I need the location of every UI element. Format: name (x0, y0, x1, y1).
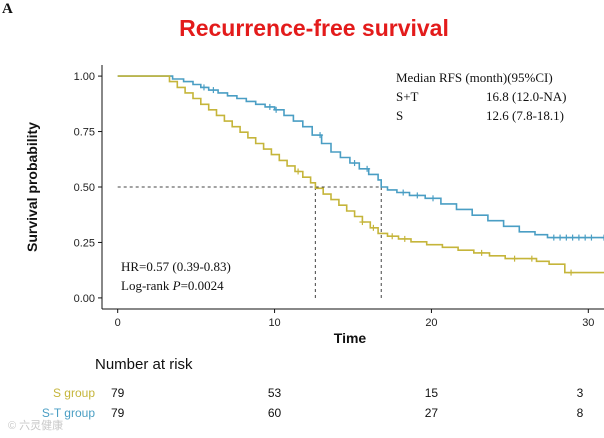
censor-mark-st (588, 234, 595, 241)
median-header: Median RFS (month)(95%CI) (396, 70, 553, 85)
censor-mark-s (389, 233, 396, 240)
censor-mark-st (557, 234, 564, 241)
watermark: © 六灵健康 (8, 420, 64, 432)
x-tick-label: 10 (268, 317, 280, 329)
censor-mark-s (370, 224, 377, 231)
risk-value: 60 (267, 406, 282, 420)
censor-mark-st (550, 234, 557, 241)
censor-mark-st (364, 165, 371, 172)
logrank-p: Log-rank P=0.0024 (121, 278, 224, 293)
censor-mark-st (430, 195, 437, 202)
x-axis-title: Time (334, 330, 367, 346)
hazard-ratio: HR=0.57 (0.39-0.83) (121, 259, 231, 274)
censor-mark-st (200, 84, 207, 91)
censor-mark-s (511, 255, 518, 262)
survival-curve-s-group (117, 75, 604, 274)
y-axis-title: Survival probability (24, 122, 40, 252)
y-tick-label: 1.00 (74, 71, 95, 83)
censor-mark-st (351, 160, 358, 167)
censor-mark-s (478, 249, 485, 256)
chart-title: Recurrence-free survival (179, 15, 449, 41)
x-tick-label: 30 (582, 317, 594, 329)
risk-value: 3 (576, 386, 584, 400)
censor-mark-s (528, 255, 535, 262)
risk-value: 15 (424, 386, 439, 400)
censor-mark-st (575, 234, 582, 241)
censor-mark-st (414, 192, 421, 199)
censor-mark-st (569, 234, 576, 241)
survival-curve-st-group (117, 75, 604, 239)
median-row-st-value: 16.8 (12.0-NA) (486, 89, 567, 104)
risk-value: 79 (111, 386, 125, 400)
censor-mark-st (317, 132, 324, 139)
x-tick-label: 20 (425, 317, 437, 329)
censor-mark-st (210, 87, 217, 94)
risk-value: 79 (111, 406, 125, 420)
risk-value: 27 (424, 406, 439, 420)
median-legend: Median RFS (month)(95%CI) S+T 16.8 (12.0… (396, 70, 567, 123)
y-tick-label: 0.50 (74, 182, 95, 194)
censor-mark-st (273, 106, 280, 113)
risk-table-title: Number at risk (95, 356, 193, 373)
censor-mark-st (266, 103, 273, 110)
censor-mark-st (400, 189, 407, 196)
x-tick-label: 0 (115, 317, 121, 329)
censor-mark-s (359, 219, 366, 226)
axes: 0.00 0.25 0.50 0.75 1.00 0 10 20 30 (74, 65, 604, 329)
censor-mark-s (401, 235, 408, 242)
censor-mark-st (582, 234, 589, 241)
censor-mark-s (295, 168, 302, 175)
y-tick-label: 0.75 (74, 127, 95, 139)
survival-curves (117, 75, 604, 274)
censor-marks (200, 84, 604, 276)
censor-mark-s (568, 269, 575, 276)
panel-label: A (2, 1, 13, 17)
y-tick-label: 0.25 (74, 237, 95, 249)
censor-mark-st (563, 234, 570, 241)
censor-mark-st (601, 234, 604, 241)
median-row-st-group: S+T (396, 89, 419, 104)
median-reference-lines (117, 186, 382, 299)
risk-row-label: S group (52, 386, 95, 400)
median-row-s-value: 12.6 (7.8-18.1) (486, 108, 564, 123)
risk-value: 8 (576, 406, 584, 420)
median-row-s-group: S (396, 108, 403, 123)
y-tick-label: 0.00 (74, 293, 95, 305)
risk-row-label: S-T group (41, 406, 95, 420)
risk-value: 53 (267, 386, 282, 400)
